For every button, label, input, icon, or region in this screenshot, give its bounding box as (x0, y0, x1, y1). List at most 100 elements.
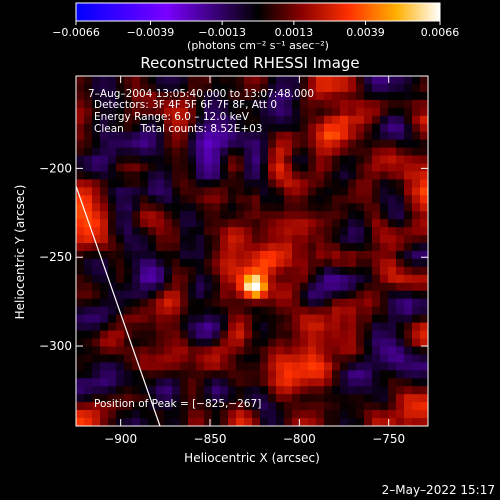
heatmap-cell (308, 219, 317, 228)
heatmap-cell (324, 322, 333, 332)
heatmap-cell (172, 394, 181, 403)
heatmap-cell (220, 187, 229, 196)
heatmap-cell (196, 83, 205, 93)
heatmap-cell (228, 298, 237, 308)
heatmap-cell (220, 203, 229, 212)
heatmap-cell (84, 410, 93, 419)
heatmap-cell (268, 370, 277, 379)
heatmap-cell (188, 251, 197, 260)
heatmap-cell (308, 243, 317, 252)
heatmap-cell (204, 171, 213, 180)
heatmap-cell (268, 410, 277, 419)
heatmap-cell (348, 147, 357, 157)
heatmap-cell (100, 203, 109, 212)
heatmap-cell (380, 362, 389, 371)
heatmap-cell (300, 171, 309, 180)
heatmap-cell (316, 370, 325, 379)
heatmap-cell (268, 346, 277, 355)
heatmap-cell (372, 91, 381, 101)
heatmap-cell (92, 418, 101, 426)
heatmap-cell (324, 123, 333, 133)
heatmap-cell (348, 107, 357, 117)
heatmap-cell (396, 107, 405, 117)
heatmap-cell (252, 258, 261, 268)
heatmap-cell (140, 338, 149, 347)
heatmap-cell (148, 203, 157, 212)
heatmap-cell (316, 179, 325, 188)
heatmap-cell (124, 195, 133, 204)
heatmap-cell (212, 362, 221, 371)
heatmap-cell (212, 386, 221, 395)
heatmap-cell (348, 227, 357, 236)
heatmap-cell (132, 76, 141, 85)
heatmap-cell (188, 227, 197, 236)
heatmap-cell (244, 402, 253, 411)
heatmap-cell (220, 370, 229, 379)
heatmap-cell (348, 211, 357, 220)
heatmap-cell (180, 243, 189, 252)
heatmap-cell (204, 258, 213, 268)
heatmap-cell (348, 76, 357, 85)
heatmap-cell (84, 107, 93, 117)
heatmap-cell (420, 179, 428, 188)
heatmap-cell (164, 338, 173, 347)
heatmap-cell (300, 378, 309, 387)
heatmap-cell (220, 219, 229, 228)
heatmap-cell (364, 362, 373, 371)
heatmap-cell (284, 418, 293, 426)
heatmap-cell (156, 266, 165, 276)
heatmap-cell (140, 346, 149, 355)
heatmap-cell (212, 203, 221, 212)
heatmap-cell (204, 243, 213, 252)
heatmap-cell (292, 330, 301, 339)
heatmap-cell (268, 298, 277, 308)
heatmap-cell (204, 362, 213, 371)
heatmap-cell (228, 386, 237, 395)
heatmap-cell (396, 378, 405, 387)
heatmap-cell (356, 370, 365, 379)
heatmap-cell (188, 91, 197, 101)
heatmap-cell (276, 290, 285, 300)
heatmap-cell (260, 179, 269, 188)
heatmap-cell (372, 306, 381, 316)
heatmap-cell (380, 410, 389, 419)
heatmap-cell (196, 354, 205, 363)
heatmap-cell (244, 211, 253, 220)
heatmap-cell (292, 179, 301, 188)
heatmap-cell (108, 266, 117, 276)
heatmap-cell (236, 83, 245, 93)
heatmap-cell (172, 171, 181, 180)
heatmap-cell (204, 203, 213, 212)
heatmap-cell (100, 155, 109, 164)
heatmap-cell (332, 139, 341, 149)
heatmap-cell (140, 282, 149, 292)
heatmap-cell (268, 115, 277, 125)
heatmap-cell (372, 354, 381, 363)
heatmap-cell (308, 211, 317, 220)
heatmap-cell (268, 123, 277, 133)
heatmap-cell (108, 306, 117, 316)
heatmap-cell (372, 251, 381, 260)
heatmap-cell (356, 211, 365, 220)
heatmap-cell (164, 139, 173, 149)
heatmap-cell (196, 76, 205, 85)
heatmap-cell (316, 163, 325, 172)
heatmap-cell (236, 99, 245, 109)
heatmap-cell (148, 386, 157, 395)
heatmap-cell (388, 155, 397, 164)
heatmap-cell (300, 195, 309, 204)
heatmap-cell (228, 362, 237, 371)
heatmap-cell (396, 227, 405, 236)
heatmap-cell (204, 139, 213, 149)
heatmap-cell (172, 354, 181, 363)
heatmap-cell (204, 346, 213, 355)
heatmap-cell (292, 219, 301, 228)
heatmap-cell (268, 219, 277, 228)
heatmap-cell (252, 179, 261, 188)
heatmap-cell (404, 330, 413, 339)
heatmap-cell (204, 282, 213, 292)
heatmap-cell (188, 76, 197, 85)
heatmap-cell (92, 370, 101, 379)
heatmap-cell (316, 107, 325, 117)
heatmap-cell (100, 362, 109, 371)
